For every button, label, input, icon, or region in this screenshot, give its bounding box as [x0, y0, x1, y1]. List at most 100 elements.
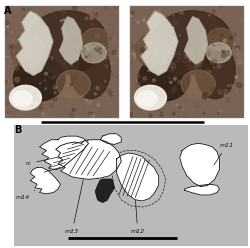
Circle shape — [6, 100, 8, 101]
Circle shape — [68, 87, 72, 91]
Circle shape — [143, 54, 146, 57]
Circle shape — [185, 54, 189, 58]
Circle shape — [72, 109, 75, 111]
Polygon shape — [184, 184, 220, 195]
Circle shape — [85, 17, 88, 20]
Circle shape — [104, 6, 107, 9]
Text: m13: m13 — [65, 180, 83, 234]
Ellipse shape — [56, 70, 90, 98]
Circle shape — [188, 60, 190, 62]
Polygon shape — [79, 140, 107, 161]
Circle shape — [210, 71, 211, 72]
Circle shape — [84, 108, 85, 109]
Circle shape — [134, 6, 138, 10]
Circle shape — [71, 76, 76, 81]
Circle shape — [43, 26, 48, 31]
Polygon shape — [96, 179, 114, 202]
Circle shape — [172, 91, 174, 94]
Circle shape — [7, 26, 8, 27]
Circle shape — [160, 17, 165, 22]
Circle shape — [27, 23, 29, 24]
Circle shape — [192, 116, 195, 119]
Circle shape — [174, 21, 178, 25]
Text: m14: m14 — [16, 190, 35, 200]
Circle shape — [91, 112, 93, 114]
Circle shape — [169, 26, 172, 29]
Circle shape — [172, 47, 174, 49]
Circle shape — [62, 9, 66, 13]
Circle shape — [184, 115, 187, 118]
Circle shape — [180, 11, 183, 14]
Circle shape — [86, 7, 91, 12]
Circle shape — [97, 104, 100, 106]
Ellipse shape — [207, 28, 235, 51]
Circle shape — [3, 31, 8, 36]
Circle shape — [140, 54, 146, 59]
Circle shape — [30, 48, 32, 50]
Circle shape — [152, 98, 154, 99]
Circle shape — [163, 39, 168, 44]
Circle shape — [60, 20, 62, 22]
Circle shape — [24, 100, 29, 104]
Circle shape — [138, 108, 142, 113]
Circle shape — [135, 19, 136, 20]
Circle shape — [174, 78, 176, 80]
Circle shape — [88, 112, 91, 115]
Circle shape — [235, 76, 238, 78]
Circle shape — [105, 83, 108, 86]
Circle shape — [222, 50, 225, 53]
Circle shape — [217, 64, 221, 68]
Circle shape — [100, 48, 102, 50]
Circle shape — [65, 32, 67, 34]
Circle shape — [205, 69, 210, 73]
Circle shape — [29, 33, 31, 34]
Ellipse shape — [12, 91, 32, 107]
Circle shape — [200, 25, 203, 27]
Circle shape — [25, 26, 28, 30]
Circle shape — [91, 23, 94, 26]
Circle shape — [213, 44, 214, 46]
Circle shape — [197, 48, 199, 49]
Circle shape — [173, 27, 174, 28]
Circle shape — [136, 74, 140, 77]
Circle shape — [31, 43, 33, 45]
Circle shape — [51, 57, 53, 59]
Circle shape — [182, 109, 183, 110]
Circle shape — [71, 32, 73, 33]
Circle shape — [173, 37, 174, 38]
Circle shape — [40, 83, 41, 84]
Circle shape — [178, 116, 179, 117]
Circle shape — [163, 15, 168, 21]
Circle shape — [110, 93, 113, 96]
Circle shape — [110, 70, 111, 72]
Circle shape — [44, 72, 48, 75]
Circle shape — [136, 83, 140, 88]
Circle shape — [130, 15, 132, 17]
Circle shape — [211, 61, 214, 64]
Circle shape — [147, 88, 150, 91]
Circle shape — [199, 33, 202, 36]
Circle shape — [170, 81, 172, 84]
Circle shape — [17, 99, 19, 101]
Ellipse shape — [28, 11, 108, 72]
Circle shape — [22, 8, 25, 10]
Circle shape — [41, 109, 45, 113]
Circle shape — [234, 90, 237, 93]
Circle shape — [88, 54, 91, 57]
Circle shape — [139, 86, 140, 87]
Circle shape — [208, 13, 213, 18]
Circle shape — [144, 46, 147, 48]
Circle shape — [159, 107, 160, 108]
Circle shape — [235, 82, 238, 86]
Circle shape — [159, 23, 164, 28]
Circle shape — [170, 63, 176, 68]
Polygon shape — [60, 17, 82, 64]
Circle shape — [66, 105, 67, 106]
Circle shape — [80, 47, 86, 53]
Circle shape — [62, 50, 64, 52]
Circle shape — [6, 56, 8, 58]
Circle shape — [213, 66, 215, 68]
Circle shape — [199, 61, 202, 63]
Circle shape — [100, 52, 102, 54]
Polygon shape — [184, 17, 207, 64]
